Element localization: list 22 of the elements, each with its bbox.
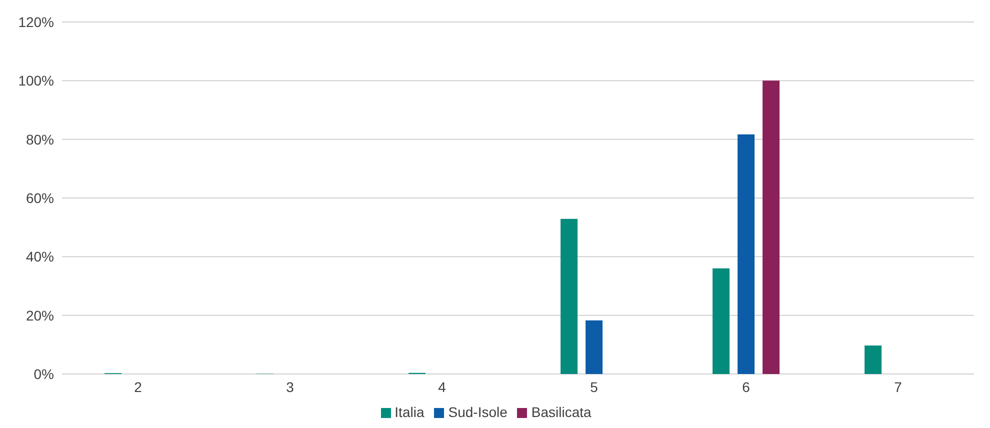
y-tick-label: 120% (18, 14, 54, 30)
x-tick-label: 5 (590, 378, 598, 395)
bar (586, 320, 603, 374)
legend-label: Italia (394, 404, 424, 420)
bar (712, 268, 730, 374)
y-tick-label: 60% (26, 190, 54, 206)
y-tick-label: 80% (26, 131, 54, 148)
y-tick-label: 40% (26, 248, 54, 265)
bar (864, 346, 882, 374)
y-tick-label: 100% (18, 72, 54, 89)
x-tick-label: 4 (438, 378, 446, 395)
x-tick-label: 6 (742, 378, 750, 395)
x-tick-label: 7 (894, 378, 902, 395)
x-tick-label: 3 (286, 378, 294, 395)
x-tick-label: 2 (134, 378, 142, 395)
y-tick-label: 0% (34, 366, 54, 382)
legend-label: Basilicata (531, 404, 592, 420)
legend-label: Sud-Isole (448, 404, 508, 420)
y-tick-label: 20% (26, 307, 54, 324)
bar (762, 80, 780, 374)
bar (560, 218, 578, 374)
bar (738, 134, 755, 374)
